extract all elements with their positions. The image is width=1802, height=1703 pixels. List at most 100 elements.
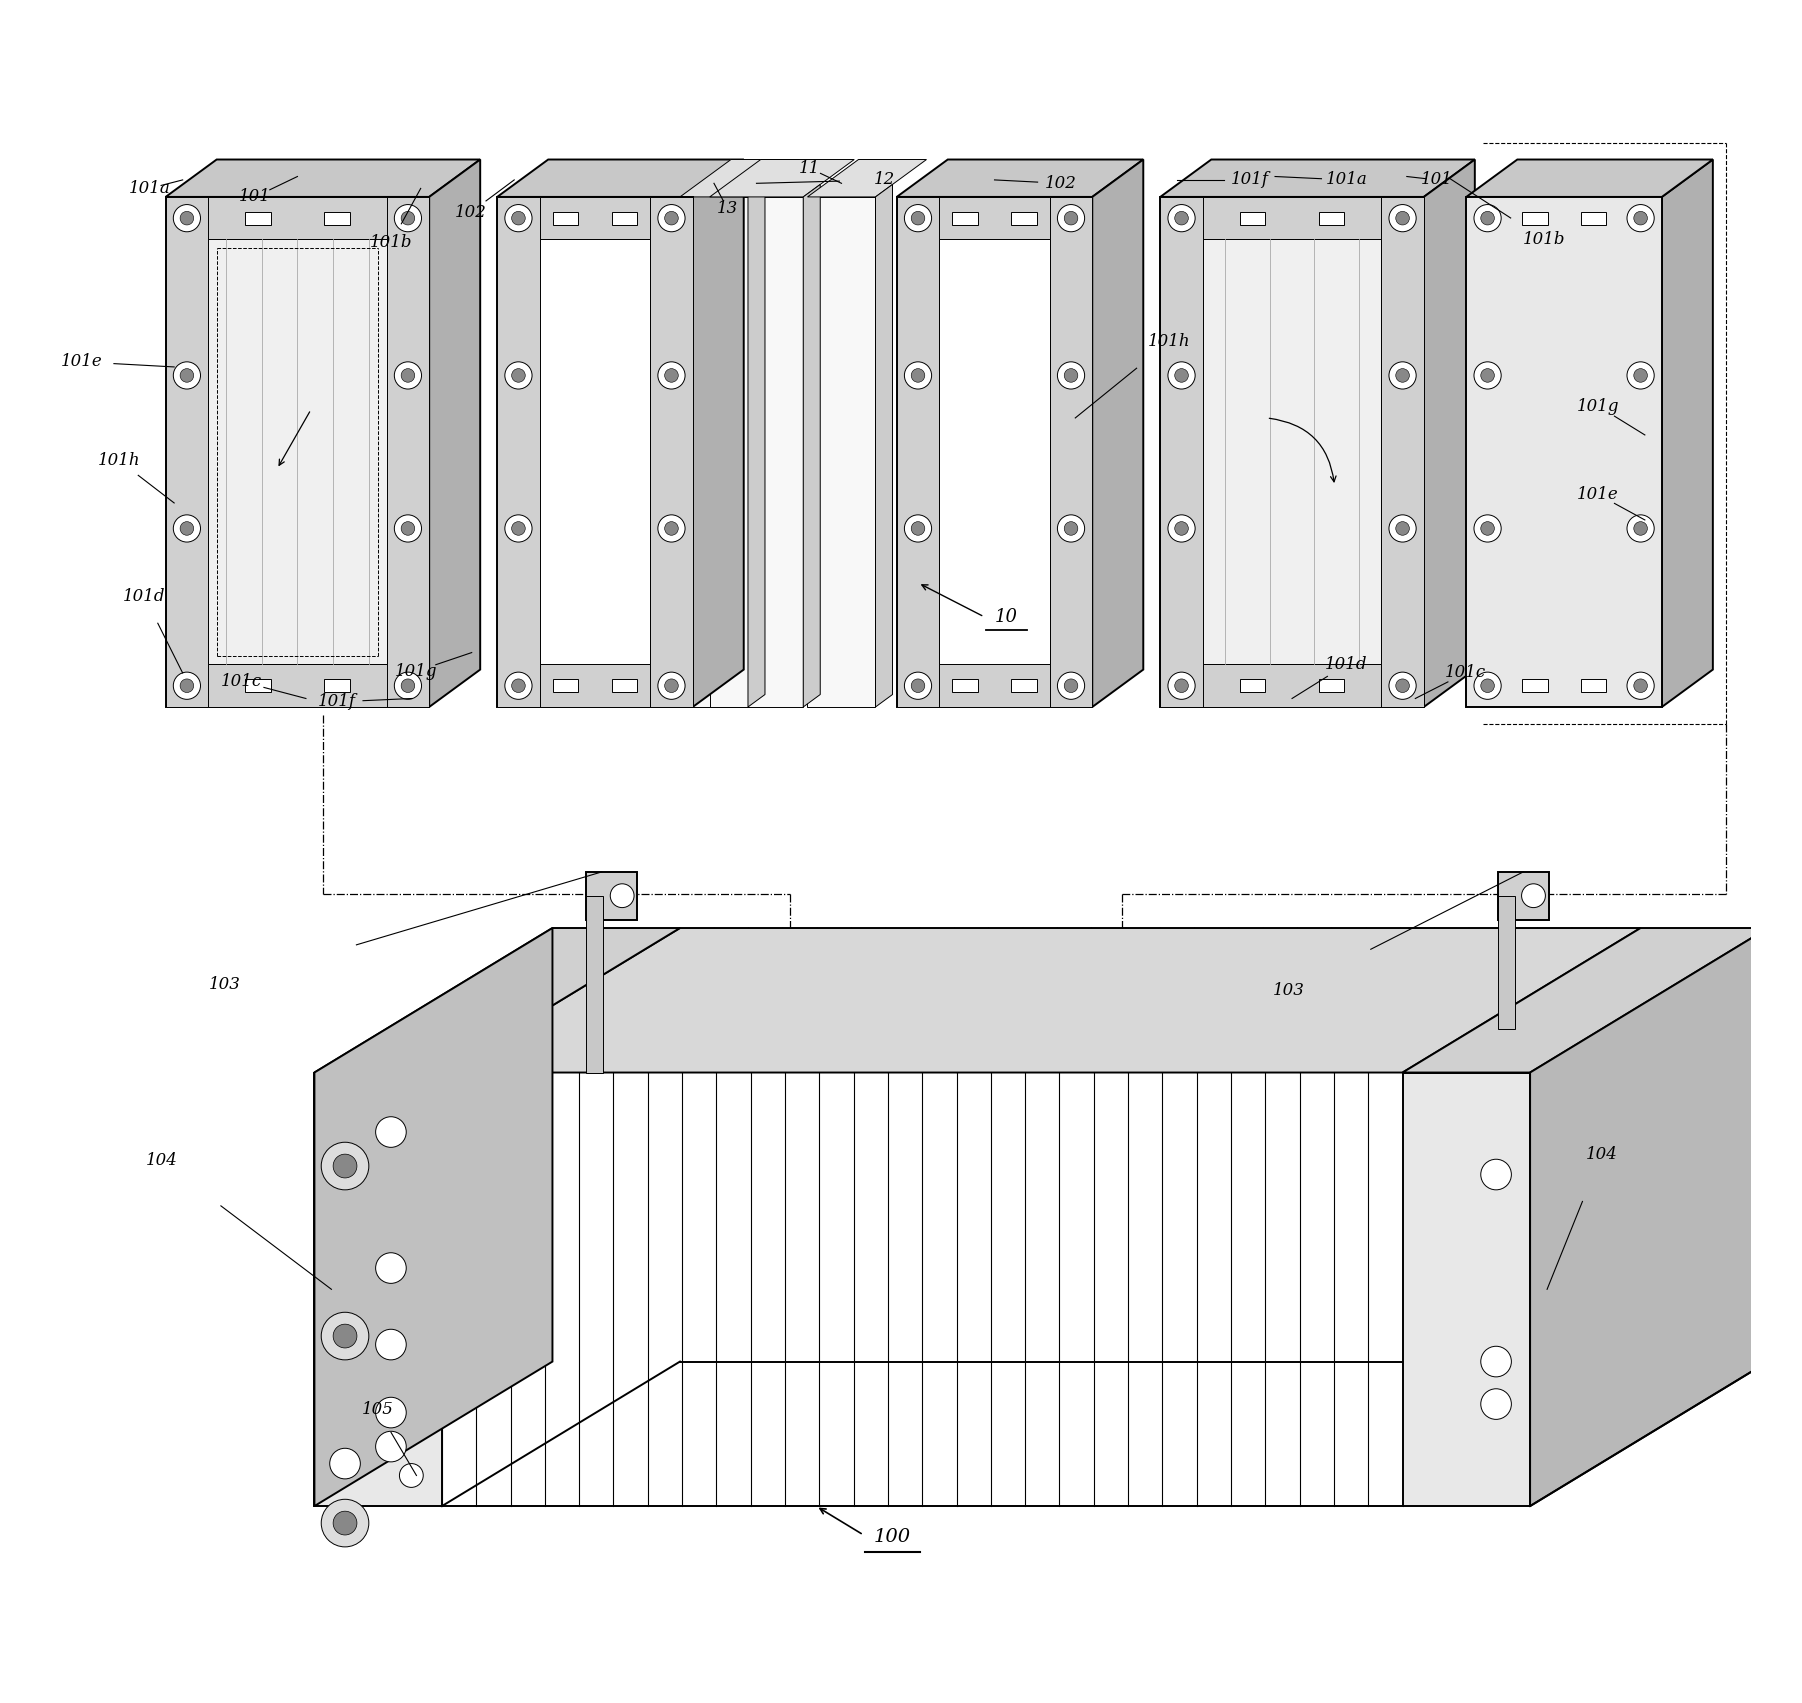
Text: 101c: 101c — [222, 673, 261, 690]
Circle shape — [173, 204, 200, 232]
Text: 103: 103 — [209, 976, 240, 993]
Circle shape — [658, 673, 685, 700]
Bar — [1580, 211, 1606, 225]
Text: 100: 100 — [874, 1528, 912, 1546]
Circle shape — [1474, 361, 1501, 388]
Polygon shape — [586, 896, 604, 1073]
Circle shape — [1521, 884, 1546, 908]
Circle shape — [505, 673, 532, 700]
Bar — [953, 679, 978, 691]
Circle shape — [658, 361, 685, 388]
Polygon shape — [429, 160, 479, 707]
Polygon shape — [710, 160, 854, 198]
Text: 101h: 101h — [97, 451, 141, 468]
Circle shape — [1634, 211, 1647, 225]
Polygon shape — [1497, 872, 1548, 920]
Circle shape — [1168, 514, 1195, 542]
Bar — [1523, 211, 1548, 225]
Polygon shape — [876, 184, 892, 707]
Polygon shape — [1530, 928, 1768, 1505]
Circle shape — [665, 521, 678, 535]
Polygon shape — [748, 184, 766, 707]
Circle shape — [333, 1155, 357, 1178]
Circle shape — [505, 361, 532, 388]
Circle shape — [375, 1253, 405, 1284]
Polygon shape — [897, 198, 1092, 240]
Circle shape — [1175, 368, 1188, 381]
Circle shape — [1634, 521, 1647, 535]
Bar — [1523, 679, 1548, 691]
Polygon shape — [1467, 160, 1714, 198]
Circle shape — [1397, 368, 1409, 381]
Circle shape — [1627, 673, 1654, 700]
Text: 101a: 101a — [1326, 172, 1368, 189]
Circle shape — [180, 521, 193, 535]
Polygon shape — [807, 160, 926, 198]
Text: 101f: 101f — [1231, 172, 1269, 189]
Polygon shape — [897, 198, 939, 707]
Polygon shape — [541, 240, 651, 664]
Circle shape — [395, 514, 422, 542]
Text: 101a: 101a — [128, 181, 171, 198]
Circle shape — [1175, 521, 1188, 535]
Circle shape — [375, 1431, 405, 1461]
Circle shape — [395, 673, 422, 700]
Text: 101d: 101d — [123, 588, 166, 605]
Polygon shape — [1402, 1073, 1530, 1505]
Polygon shape — [1160, 198, 1202, 707]
Polygon shape — [651, 198, 692, 707]
Circle shape — [912, 368, 924, 381]
Polygon shape — [166, 198, 429, 240]
Polygon shape — [1497, 896, 1515, 1029]
Polygon shape — [497, 664, 692, 707]
Bar — [553, 211, 578, 225]
Circle shape — [611, 884, 634, 908]
Circle shape — [1481, 1160, 1512, 1190]
Polygon shape — [166, 160, 479, 198]
Circle shape — [333, 1325, 357, 1349]
Text: 12: 12 — [874, 172, 894, 189]
Circle shape — [1065, 211, 1078, 225]
Circle shape — [1397, 679, 1409, 693]
Circle shape — [180, 211, 193, 225]
Polygon shape — [1160, 160, 1474, 198]
Bar — [1580, 679, 1606, 691]
Polygon shape — [166, 198, 429, 707]
Polygon shape — [679, 160, 798, 198]
Polygon shape — [314, 1073, 441, 1505]
Circle shape — [375, 1117, 405, 1148]
Circle shape — [512, 211, 524, 225]
Circle shape — [1175, 211, 1188, 225]
Circle shape — [1058, 673, 1085, 700]
Circle shape — [1397, 521, 1409, 535]
Polygon shape — [897, 198, 1092, 707]
Circle shape — [1058, 361, 1085, 388]
Polygon shape — [939, 240, 1051, 664]
Circle shape — [321, 1143, 369, 1190]
Circle shape — [1474, 204, 1501, 232]
Circle shape — [1168, 361, 1195, 388]
Circle shape — [1175, 679, 1188, 693]
Polygon shape — [497, 160, 744, 198]
Bar — [553, 679, 578, 691]
Circle shape — [658, 514, 685, 542]
Circle shape — [905, 514, 932, 542]
Circle shape — [402, 368, 414, 381]
Circle shape — [912, 679, 924, 693]
Circle shape — [330, 1448, 360, 1478]
Circle shape — [1627, 204, 1654, 232]
Circle shape — [395, 204, 422, 232]
Bar — [245, 679, 270, 691]
Circle shape — [173, 361, 200, 388]
Polygon shape — [497, 198, 692, 707]
Text: 104: 104 — [146, 1153, 177, 1170]
Polygon shape — [1402, 928, 1768, 1073]
Circle shape — [512, 368, 524, 381]
Polygon shape — [166, 198, 209, 707]
Text: 10: 10 — [995, 608, 1018, 627]
Circle shape — [1627, 361, 1654, 388]
Polygon shape — [1661, 160, 1714, 707]
Circle shape — [905, 361, 932, 388]
Circle shape — [1389, 204, 1416, 232]
Bar — [324, 211, 350, 225]
